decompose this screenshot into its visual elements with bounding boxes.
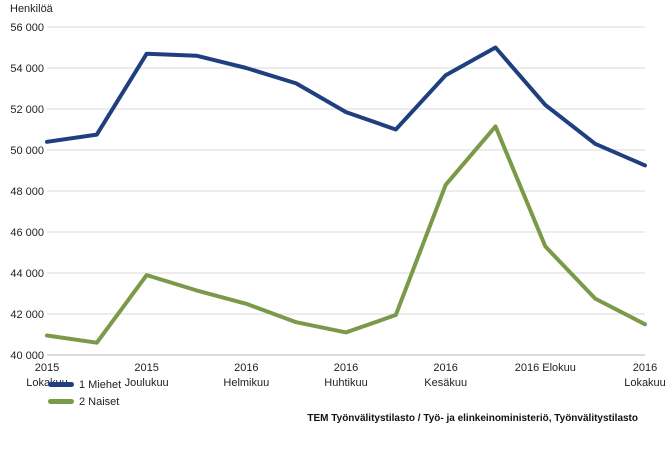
x-tick-label: 2015 Joulukuu	[125, 362, 169, 389]
y-axis-ticks: 40 000 42 000 44 000 46 000 48 000 50 000 52 0…	[10, 22, 44, 362]
series-lines	[45, 45, 647, 345]
legend-label-miehet: 1 Miehet	[79, 378, 122, 391]
y-axis-label: Henkilöä	[10, 3, 54, 15]
y-tick-label: 46 000	[10, 227, 44, 239]
x-tick-label: 2016 Lokakuu	[624, 362, 666, 389]
y-tick-label: 50 000	[10, 145, 44, 157]
y-tick-label: 44 000	[10, 268, 44, 280]
y-tick-label: 40 000	[10, 350, 44, 362]
y-tick-label: 48 000	[10, 186, 44, 198]
y-tick-label: 42 000	[10, 309, 44, 321]
series-line-miehet	[45, 45, 647, 168]
x-tick-label: 2016 Helmikuu	[223, 362, 269, 389]
legend-swatch-naiset	[48, 399, 74, 404]
series-line-naiset	[45, 124, 647, 345]
x-tick-label: 2016 Huhtikuu	[324, 362, 367, 389]
x-tick-label: 2016 Elokuu	[515, 362, 576, 374]
legend-swatch-miehet	[48, 382, 74, 387]
gridlines	[47, 26, 645, 315]
legend-item-naiset: 2 Naiset	[48, 393, 121, 410]
y-tick-label: 56 000	[10, 22, 44, 34]
legend-item-miehet: 1 Miehet	[48, 376, 121, 393]
legend: 1 Miehet 2 Naiset	[48, 376, 121, 410]
y-tick-label: 52 000	[10, 104, 44, 116]
y-tick-label: 54 000	[10, 63, 44, 75]
source-note: TEM Työnvälitystilasto / Työ- ja elinkei…	[307, 413, 638, 424]
x-tick-label: 2016 Kesäkuu	[424, 362, 467, 389]
legend-label-naiset: 2 Naiset	[79, 395, 120, 408]
